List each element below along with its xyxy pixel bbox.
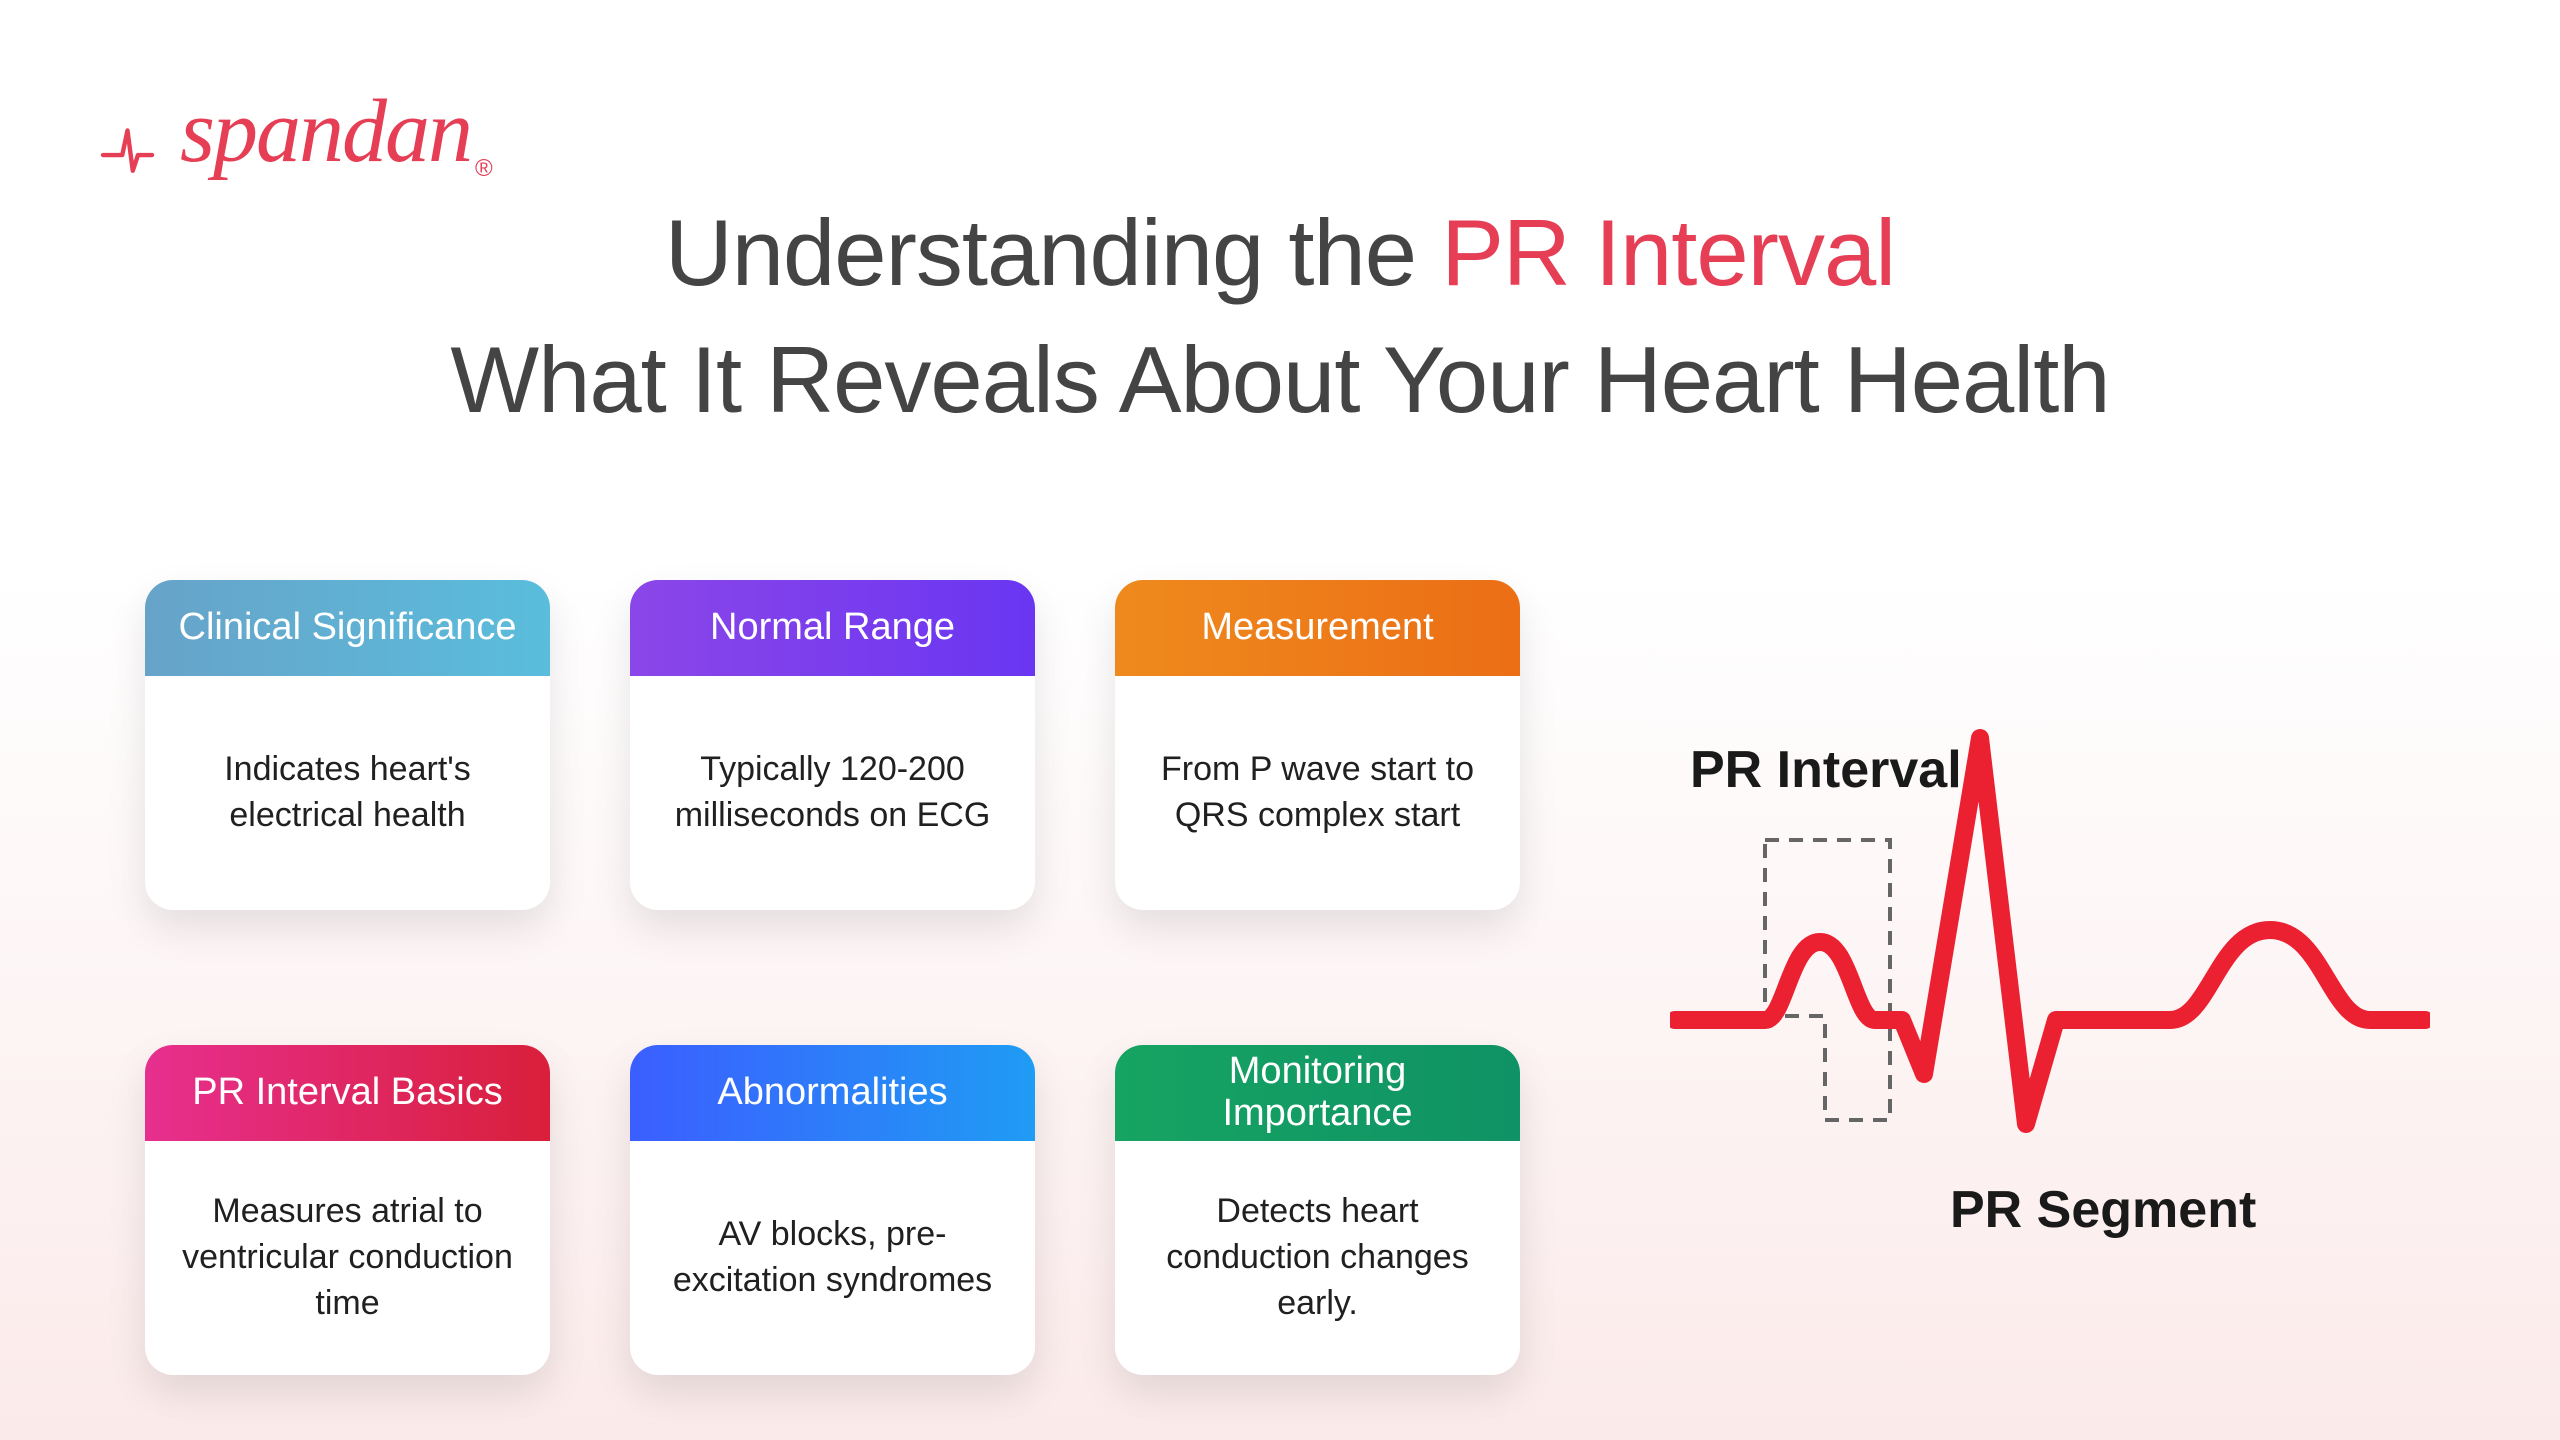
logo-ecg-icon <box>100 113 190 183</box>
ecg-trace <box>1675 738 2425 1124</box>
card-header: Clinical Significance <box>145 580 550 676</box>
ecg-waveform-svg <box>1670 680 2430 1200</box>
card-pr-interval-basics: PR Interval Basics Measures atrial to ve… <box>145 1045 550 1375</box>
card-body: Detects heart conduction changes early. <box>1115 1141 1520 1375</box>
title-line-2: What It Reveals About Your Heart Health <box>0 317 2560 444</box>
card-header: PR Interval Basics <box>145 1045 550 1141</box>
info-cards-grid: Clinical Significance Indicates heart's … <box>145 580 1520 1375</box>
card-monitoring-importance: Monitoring Importance Detects heart cond… <box>1115 1045 1520 1375</box>
card-abnormalities: Abnormalities AV blocks, pre-excitation … <box>630 1045 1035 1375</box>
card-header: Measurement <box>1115 580 1520 676</box>
card-body: From P wave start to QRS complex start <box>1115 676 1520 910</box>
card-clinical-significance: Clinical Significance Indicates heart's … <box>145 580 550 910</box>
card-header: Monitoring Importance <box>1115 1045 1520 1141</box>
logo-text: spandan <box>180 80 471 183</box>
title-prefix: Understanding the <box>665 200 1441 305</box>
brand-logo: spandan ® <box>100 80 493 183</box>
card-body: Indicates heart's electrical health <box>145 676 550 910</box>
logo-registered-mark: ® <box>475 155 493 183</box>
diagram-label-pr-segment: PR Segment <box>1950 1180 2256 1240</box>
card-header: Abnormalities <box>630 1045 1035 1141</box>
page-title: Understanding the PR Interval What It Re… <box>0 190 2560 444</box>
title-line-1: Understanding the PR Interval <box>0 190 2560 317</box>
card-measurement: Measurement From P wave start to QRS com… <box>1115 580 1520 910</box>
card-body: Typically 120-200 milliseconds on ECG <box>630 676 1035 910</box>
ecg-diagram: PR Interval PR Segment <box>1670 620 2430 1260</box>
title-accent: PR Interval <box>1441 200 1895 305</box>
card-header: Normal Range <box>630 580 1035 676</box>
card-body: AV blocks, pre-excitation syndromes <box>630 1141 1035 1375</box>
card-body: Measures atrial to ventricular conductio… <box>145 1141 550 1375</box>
card-normal-range: Normal Range Typically 120-200 milliseco… <box>630 580 1035 910</box>
